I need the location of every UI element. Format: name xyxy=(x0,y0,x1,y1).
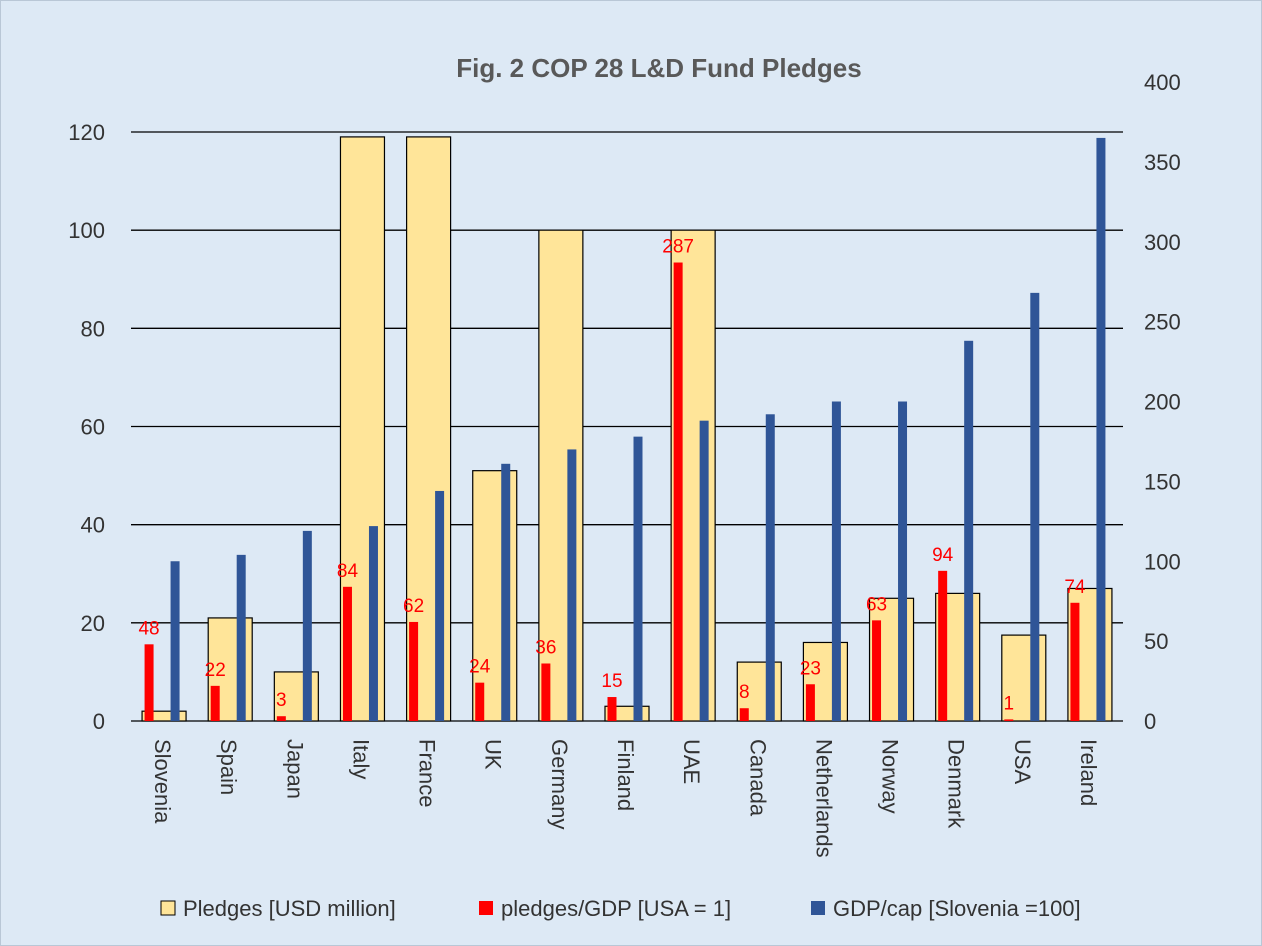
data-label: 8 xyxy=(739,682,750,703)
bar-pledges-gdp xyxy=(1004,719,1014,721)
data-label: 62 xyxy=(403,596,424,617)
bar-pledges-gdp xyxy=(938,570,948,721)
right-tick-label: 0 xyxy=(1144,709,1156,734)
bar-pledges-gdp xyxy=(210,685,220,721)
legend-swatch-pledges-gdp xyxy=(479,901,493,915)
bar-gdp-cap xyxy=(699,420,709,721)
data-labels: 48 22 3 84 62 24 36 15 287 8 23 63 94 1 74 xyxy=(138,237,1085,715)
bar-pledges-gdp xyxy=(872,620,882,721)
bar-gdp-cap xyxy=(1096,137,1106,722)
chart-title: Fig. 2 COP 28 L&D Fund Pledges xyxy=(456,53,861,83)
data-label: 63 xyxy=(866,594,887,615)
category-label: UK xyxy=(481,739,506,770)
category-label: Netherlands xyxy=(811,739,836,858)
right-tick-label: 350 xyxy=(1144,150,1181,175)
bar-pledges-gdp xyxy=(805,684,815,721)
right-tick-label: 100 xyxy=(1144,549,1181,574)
left-tick-label: 100 xyxy=(68,218,105,243)
bar-gdp-cap xyxy=(170,561,180,721)
bars xyxy=(141,136,1113,722)
category-label: Finland xyxy=(613,739,638,811)
bar-pledges-gdp xyxy=(541,663,551,721)
bar-pledges-gdp xyxy=(276,716,286,721)
category-label: Denmark xyxy=(944,739,969,829)
data-label: 23 xyxy=(800,658,821,679)
category-label: Ireland xyxy=(1076,739,1101,806)
category-label: Canada xyxy=(745,739,770,817)
data-label: 22 xyxy=(205,660,226,681)
left-tick-label: 80 xyxy=(81,316,105,341)
data-label: 1 xyxy=(1004,693,1015,714)
bar-gdp-cap xyxy=(633,436,643,721)
legend-label-gdp-cap: GDP/cap [Slovenia =100] xyxy=(833,896,1081,921)
category-label: USA xyxy=(1010,739,1035,785)
data-label: 24 xyxy=(469,657,491,678)
legend: Pledges [USD million] pledges/GDP [USA =… xyxy=(160,896,1081,921)
data-label: 36 xyxy=(535,637,556,658)
category-label: Germany xyxy=(547,739,572,829)
bar-gdp-cap xyxy=(765,414,775,721)
bar-pledges-gdp xyxy=(475,682,485,721)
bar-pledges xyxy=(141,710,187,722)
right-tick-label: 250 xyxy=(1144,310,1181,335)
bar-pledges-gdp xyxy=(342,586,352,721)
bar-gdp-cap xyxy=(831,401,841,721)
bar-gdp-cap xyxy=(964,340,974,721)
right-tick-label: 50 xyxy=(1144,629,1168,654)
bar-gdp-cap xyxy=(302,530,312,721)
data-label: 3 xyxy=(276,690,287,711)
legend-swatch-pledges xyxy=(160,900,176,916)
category-labels: Slovenia Spain Japan Italy France UK Germany Fi… xyxy=(150,739,1101,858)
bar-gdp-cap xyxy=(898,401,908,721)
bar-gdp-cap xyxy=(1030,292,1040,721)
legend-label-pledges: Pledges [USD million] xyxy=(183,896,396,921)
data-label: 84 xyxy=(337,561,359,582)
right-tick-label: 400 xyxy=(1144,70,1181,95)
bar-pledges-gdp xyxy=(607,697,617,721)
legend-swatch-gdp-cap xyxy=(811,901,825,915)
bar-gdp-cap xyxy=(435,490,445,721)
left-tick-label: 120 xyxy=(68,120,105,145)
category-label: Italy xyxy=(348,739,373,779)
bar-pledges-gdp xyxy=(1070,602,1080,721)
category-label: UAE xyxy=(679,739,704,784)
right-axis-ticks: 0 50 100 150 200 250 300 350 400 xyxy=(1144,70,1181,734)
left-tick-label: 0 xyxy=(93,709,105,734)
category-label: Japan xyxy=(282,739,307,799)
bar-gdp-cap xyxy=(368,526,378,721)
data-label: 94 xyxy=(932,545,954,566)
data-label: 48 xyxy=(138,618,159,639)
right-tick-label: 300 xyxy=(1144,230,1181,255)
bar-gdp-cap xyxy=(567,449,577,721)
data-label: 74 xyxy=(1064,577,1086,598)
left-tick-label: 60 xyxy=(81,415,105,440)
bar-pledges-gdp xyxy=(673,262,683,721)
left-axis-ticks: 0 20 40 60 80 100 120 xyxy=(68,120,105,734)
data-label: 287 xyxy=(662,237,694,258)
category-label: Spain xyxy=(216,739,241,795)
bar-pledges-gdp xyxy=(739,708,749,721)
category-label: France xyxy=(415,739,440,807)
bar-gdp-cap xyxy=(236,554,246,721)
bar-pledges-gdp xyxy=(409,621,419,721)
bar-pledges-gdp xyxy=(144,644,154,721)
legend-label-pledges-gdp: pledges/GDP [USA = 1] xyxy=(501,896,731,921)
left-tick-label: 20 xyxy=(81,611,105,636)
left-tick-label: 40 xyxy=(81,513,105,538)
gridlines xyxy=(131,131,1123,722)
right-tick-label: 200 xyxy=(1144,390,1181,415)
bar-gdp-cap xyxy=(501,463,511,721)
category-label: Slovenia xyxy=(150,739,175,824)
right-tick-label: 150 xyxy=(1144,469,1181,494)
category-label: Norway xyxy=(878,739,903,814)
data-label: 15 xyxy=(601,671,622,692)
